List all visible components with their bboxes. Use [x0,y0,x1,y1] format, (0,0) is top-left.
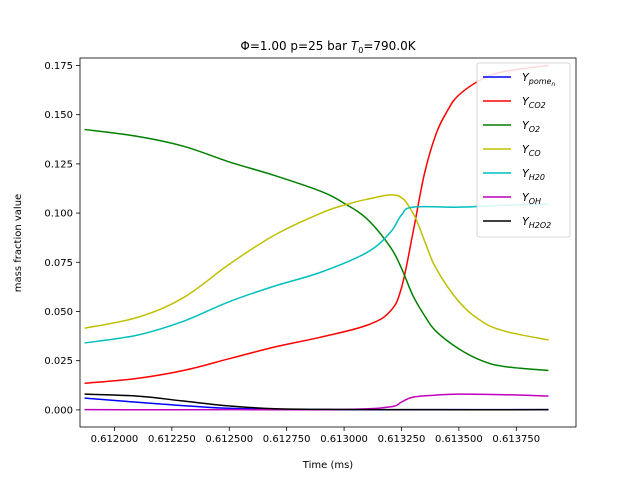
series-line-oh [84,393,549,411]
x-tick-label: 0.613500 [435,434,483,445]
x-tick-label: 0.612750 [263,434,311,445]
y-tick-label: 0.150 [44,110,73,121]
x-tick-label: 0.612250 [148,434,196,445]
series-line-h20 [84,203,549,344]
legend-label: YOH [522,191,541,206]
x-tick-label: 0.613000 [320,434,368,445]
y-tick-label: 0.000 [44,405,73,416]
x-tick-label: 0.612500 [205,434,253,445]
y-tick-label: 0.075 [44,258,73,269]
series-line-h2o2 [84,393,549,411]
legend-label: YCO2 [522,95,546,110]
y-axis: 0.000 0.025 0.050 0.075 0.100 0.125 0.150 0.175 [44,61,80,416]
y-tick-label: 0.050 [44,307,73,318]
y-tick-label: 0.125 [44,159,73,170]
legend-label: YH2O2 [522,215,551,230]
axes-frame [79,57,577,428]
x-tick-label: 0.612000 [91,434,139,445]
x-tick-label: 0.613750 [492,434,540,445]
x-tick-label: 0.613250 [378,434,426,445]
y-tick-label: 0.025 [44,356,73,367]
y-tick-label: 0.175 [44,61,73,72]
y-axis-label: mass fraction value [13,194,24,292]
legend-label: YCO [522,143,541,158]
legend-box [476,62,571,238]
legend-label: YO2 [522,119,540,134]
x-axis-label: Time (ms) [302,460,354,471]
series-line-o2 [84,128,549,372]
legend-label: YH20 [522,167,545,182]
series-line-co2 [84,64,549,385]
x-axis: 0.612000 0.612250 0.612500 0.612750 0.613000… [91,427,540,445]
chart-title: Φ=1.00 p=25 bar T0=790.0K [240,39,416,55]
y-tick-label: 0.100 [44,209,73,220]
legend: Ypomen YCO2 YO2 YCO YH20 YOH YH2O2 [476,62,571,238]
plot-area [79,57,577,428]
series-line-co [84,194,549,341]
legend-label: Ypomen [522,71,555,88]
